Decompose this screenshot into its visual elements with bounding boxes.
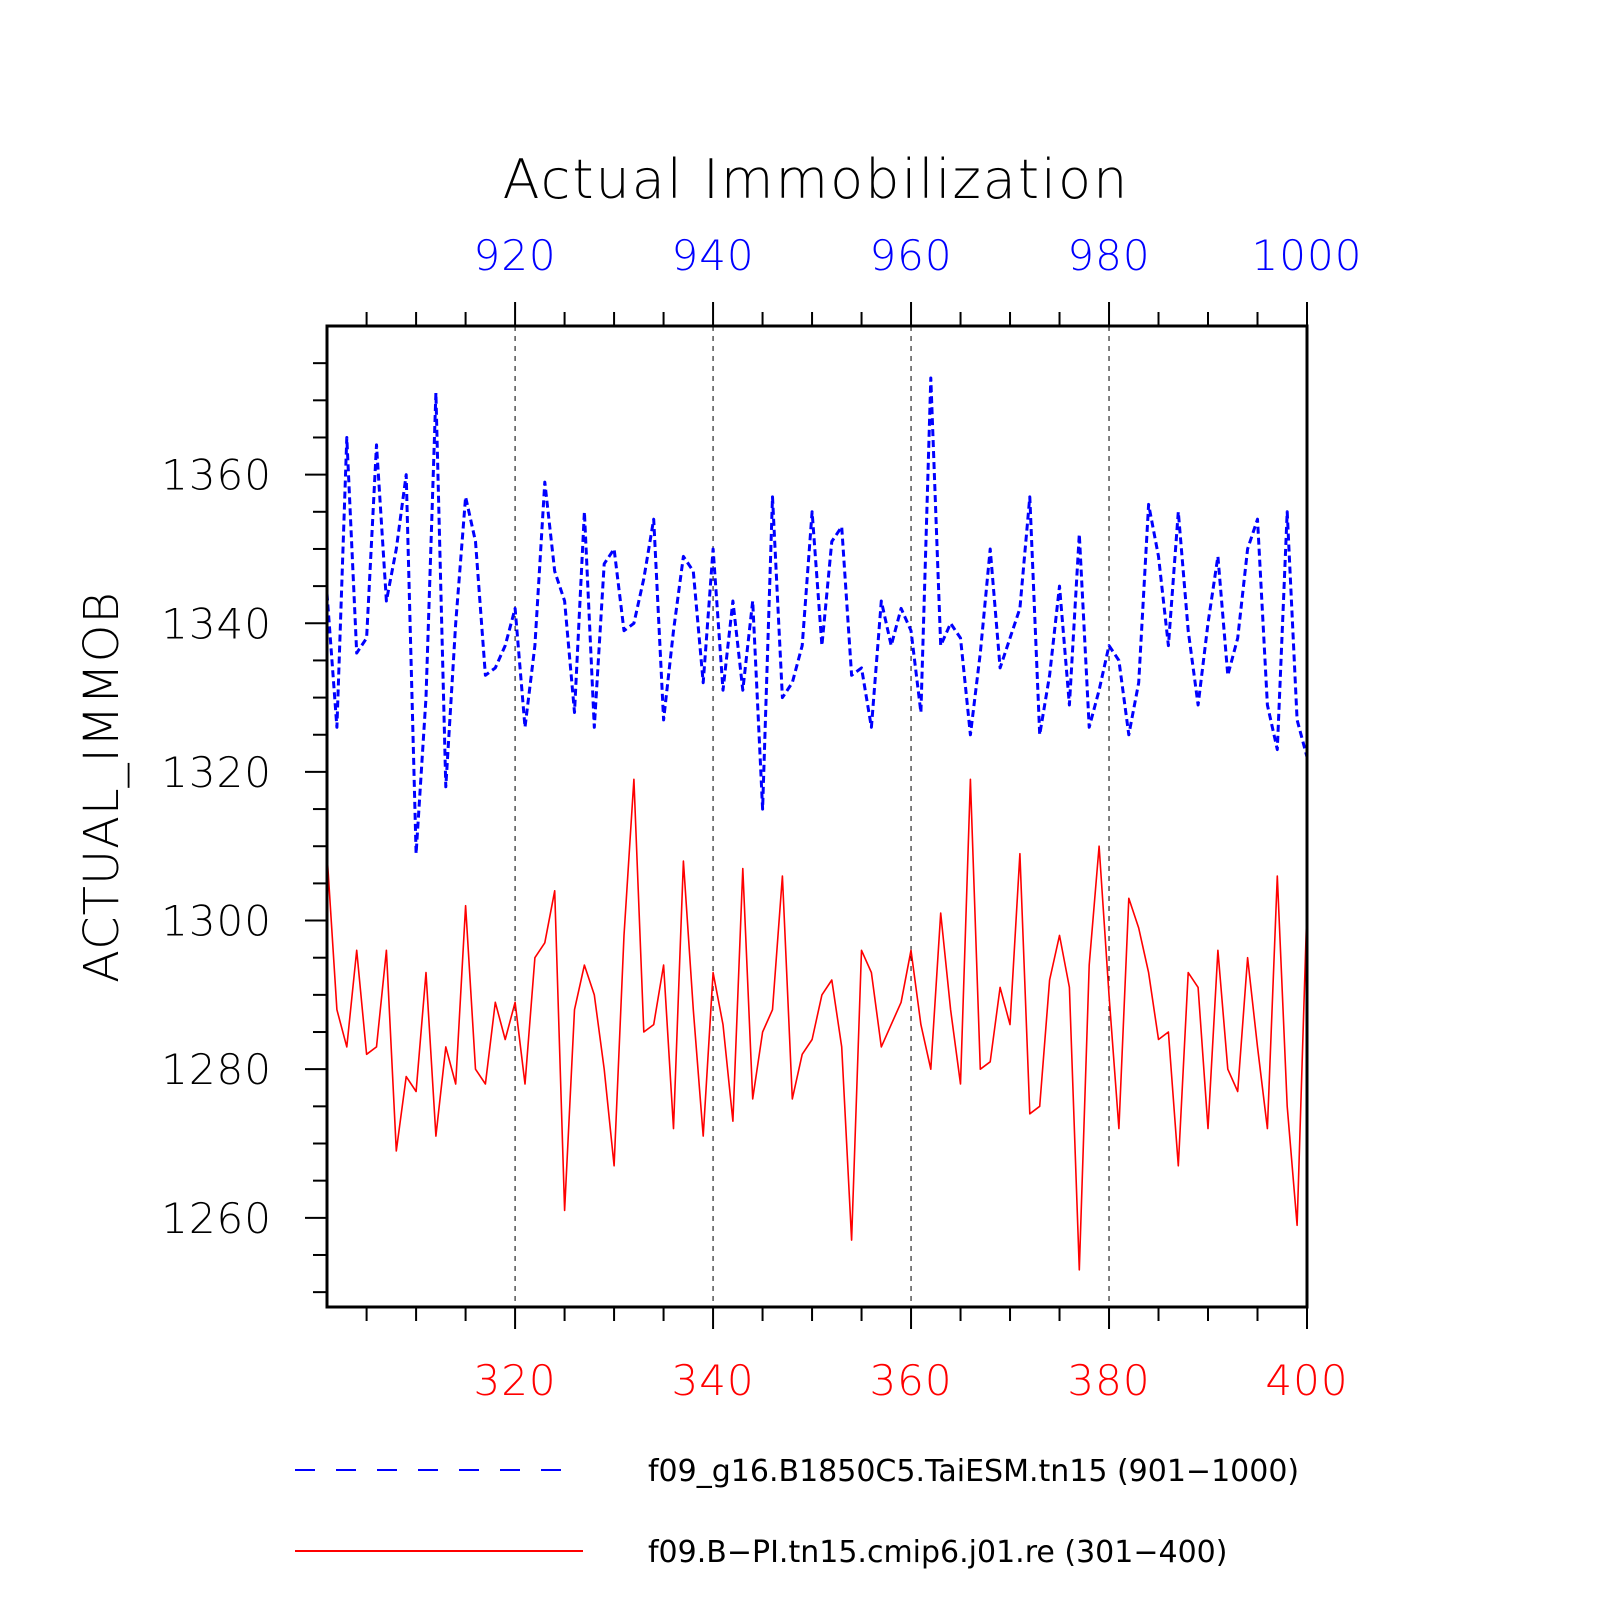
y-tick-label: 1260 [161,1194,272,1243]
chart-title: Actual Immobilization [503,148,1130,211]
x2-tick-label: 980 [1067,231,1150,280]
y-tick-label: 1340 [161,599,272,648]
grid-lines [514,326,1110,1307]
axis-ticks [305,302,1308,1329]
x2-tick-label: 1000 [1252,231,1363,280]
y-tick-label: 1300 [161,897,272,946]
y-axis-label: ACTUAL_IMMOB [74,591,130,983]
series-layer [325,376,1309,1271]
x-tick-label: 380 [1067,1356,1150,1405]
y-tick-label: 1360 [161,451,272,500]
legend: f09_g16.B1850C5.TaiESM.tn15 (901−1000) f… [295,1454,1299,1570]
x2-tick-label: 920 [473,231,556,280]
series-line-1 [325,376,1309,856]
x2-tick-label: 960 [869,231,952,280]
legend-label-series-1: f09_g16.B1850C5.TaiESM.tn15 (901−1000) [648,1454,1299,1489]
legend-label-series-2: f09.B−PI.tn15.cmip6.j01.re (301−400) [648,1535,1227,1570]
x-tick-label: 400 [1265,1356,1348,1405]
plot-frame [325,324,1309,1309]
x2-tick-label: 940 [671,231,754,280]
y-tick-label: 1320 [161,748,272,797]
x-tick-label: 360 [869,1356,952,1405]
y-tick-label: 1280 [161,1045,272,1094]
series-line-2 [326,778,1308,1271]
tick-labels: 1260 1280 1300 1320 1340 1360 320 340 360 380 400 9… [161,231,1363,1405]
x-tick-label: 320 [473,1356,556,1405]
x-tick-label: 340 [671,1356,754,1405]
